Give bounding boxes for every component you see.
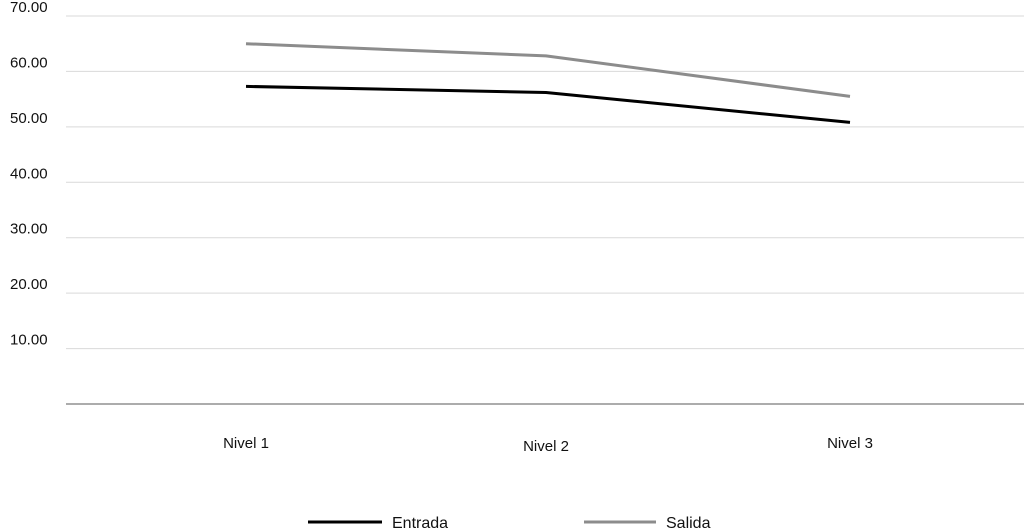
y-tick-label: 10.00 (10, 332, 48, 349)
y-tick-label: 60.00 (10, 54, 48, 71)
legend-label: Salida (666, 515, 711, 531)
legend-item-salida: Salida (584, 515, 711, 531)
legend-label: Entrada (392, 515, 448, 531)
y-tick-label: 40.00 (10, 165, 48, 182)
y-tick-label: 50.00 (10, 110, 48, 127)
x-tick-label: Nivel 3 (827, 435, 873, 452)
y-tick-label: 20.00 (10, 276, 48, 293)
series-lines (245, 42, 851, 124)
gridlines (66, 15, 1024, 350)
y-tick-label: 70.00 (10, 0, 48, 16)
series-line-entrada (245, 84, 851, 124)
axes: 10.00 20.00 30.00 40.00 50.00 60.00 70.00 Nivel… (10, 0, 1024, 455)
x-tick-label: Nivel 1 (223, 435, 269, 452)
legend: Entrada Salida (308, 515, 711, 531)
x-tick-label: Nivel 2 (523, 438, 569, 455)
legend-item-entrada: Entrada (308, 515, 448, 531)
y-tick-label: 30.00 (10, 221, 48, 238)
